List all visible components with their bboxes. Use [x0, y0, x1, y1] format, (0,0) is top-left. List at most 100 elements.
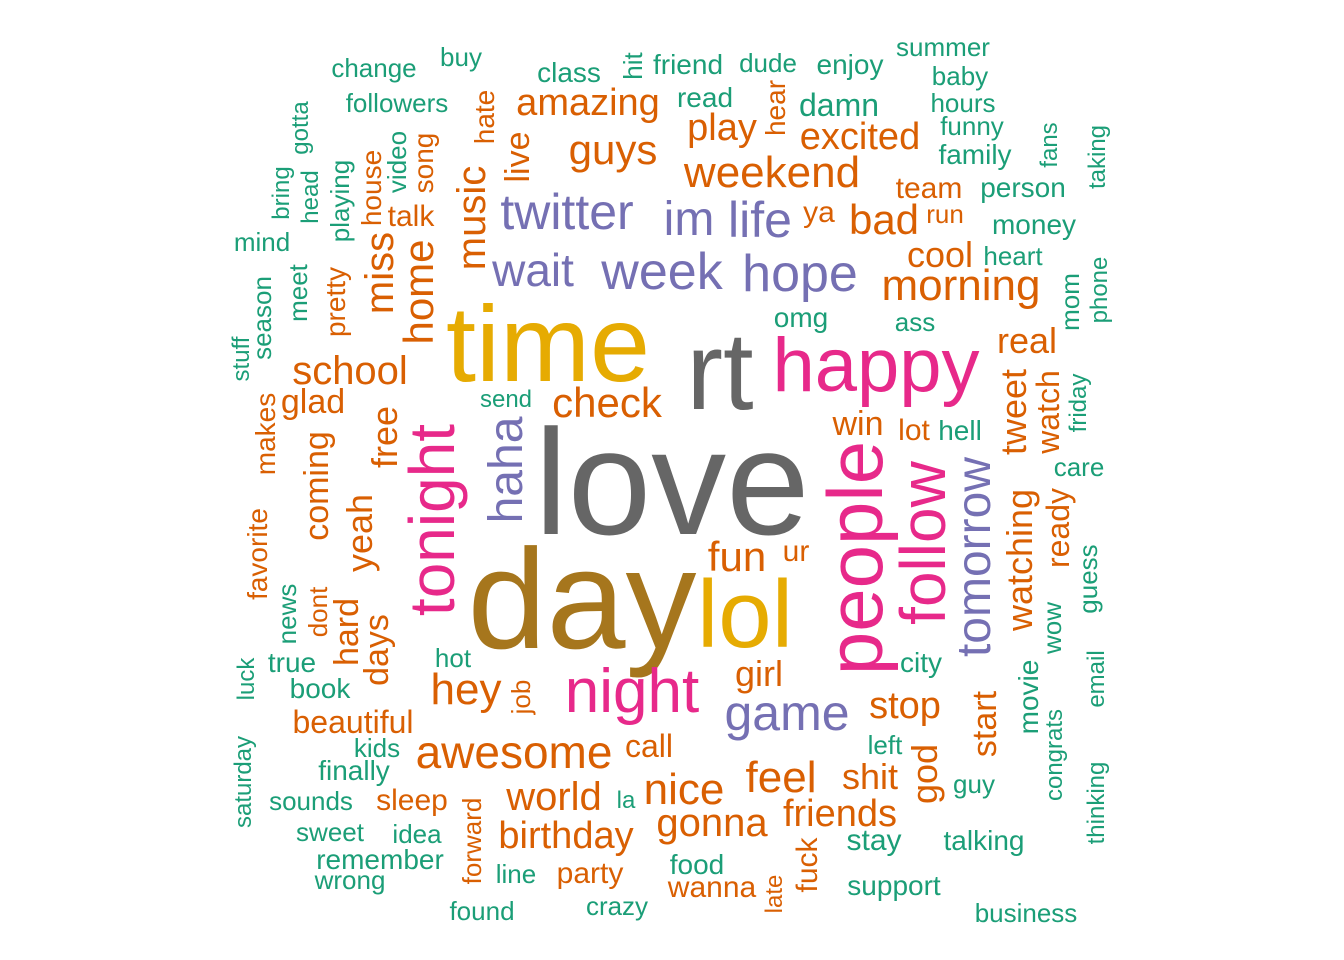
- word-ass: ass: [894, 307, 936, 337]
- word-lol: lol: [696, 561, 794, 668]
- word-hit: hit: [618, 52, 648, 80]
- word-awesome: awesome: [415, 726, 613, 778]
- word-sweet: sweet: [296, 817, 364, 847]
- word-hear: hear: [760, 79, 791, 137]
- word-wow: wow: [1037, 601, 1067, 655]
- word-talking: talking: [943, 825, 1025, 856]
- word-time: time: [445, 283, 651, 404]
- word-finally: finally: [318, 755, 390, 786]
- word-dont: dont: [303, 586, 333, 638]
- word-read: read: [676, 82, 734, 113]
- word-ya: ya: [803, 196, 835, 229]
- word-rt: rt: [686, 310, 754, 433]
- word-stay: stay: [846, 824, 902, 857]
- word-news: news: [272, 583, 302, 645]
- word-thinking: thinking: [1083, 761, 1110, 845]
- word-tomorrow: tomorrow: [948, 456, 1001, 658]
- word-hate: hate: [469, 89, 500, 145]
- word-shit: shit: [841, 756, 899, 797]
- word-fuck: fuck: [791, 837, 824, 893]
- word-class: class: [537, 57, 601, 88]
- word-watch: watch: [1030, 370, 1066, 454]
- word-people: people: [811, 440, 899, 676]
- word-mom: mom: [1055, 273, 1085, 331]
- word-head: head: [297, 170, 324, 224]
- word-crazy: crazy: [585, 891, 649, 921]
- word-hard: hard: [328, 597, 366, 667]
- word-phone: phone: [1086, 256, 1113, 324]
- word-cool: cool: [906, 234, 974, 275]
- word-remember: remember: [316, 844, 444, 875]
- word-bring: bring: [268, 166, 295, 220]
- word-im: im: [663, 193, 715, 246]
- word-wanna: wanna: [667, 871, 757, 904]
- word-birthday: birthday: [498, 815, 634, 857]
- word-watching: watching: [999, 488, 1040, 632]
- word-buy: buy: [440, 42, 482, 72]
- word-meet: meet: [283, 264, 313, 322]
- word-song: song: [408, 132, 439, 194]
- word-job: job: [506, 679, 536, 715]
- word-game: game: [724, 685, 850, 741]
- word-girl: girl: [734, 653, 784, 694]
- word-found: found: [449, 896, 515, 926]
- word-saturday: saturday: [230, 735, 257, 829]
- word-heart: heart: [983, 241, 1043, 271]
- word-gonna: gonna: [656, 801, 768, 845]
- word-talk: talk: [387, 200, 435, 233]
- word-music: music: [450, 165, 494, 271]
- word-mind: mind: [233, 227, 291, 257]
- word-hot: hot: [434, 643, 472, 673]
- word-idea: idea: [392, 819, 442, 849]
- word-summer: summer: [896, 32, 990, 62]
- word-party: party: [556, 857, 624, 890]
- word-stop: stop: [869, 685, 941, 727]
- word-person: person: [980, 172, 1066, 203]
- word-friends: friends: [782, 793, 898, 835]
- word-video: video: [382, 130, 412, 194]
- word-tweet: tweet: [993, 368, 1034, 456]
- word-kids: kids: [353, 733, 401, 763]
- word-coming: coming: [298, 431, 336, 541]
- word-ur: ur: [782, 535, 810, 568]
- word-play: play: [687, 107, 757, 149]
- word-glad: glad: [280, 383, 346, 421]
- word-life: life: [728, 192, 792, 248]
- word-damn: damn: [798, 87, 880, 123]
- word-follow: follow: [887, 461, 959, 625]
- word-support: support: [847, 870, 941, 901]
- word-omg: omg: [773, 302, 829, 333]
- word-hey: hey: [430, 665, 502, 714]
- word-miss: miss: [358, 231, 402, 315]
- word-night: night: [564, 657, 700, 726]
- word-family: family: [938, 139, 1012, 170]
- word-taking: taking: [1084, 124, 1111, 190]
- word-twitter: twitter: [500, 184, 634, 240]
- word-fun: fun: [707, 533, 767, 580]
- word-world: world: [506, 775, 602, 819]
- word-bad: bad: [848, 196, 920, 243]
- word-week: week: [601, 243, 723, 301]
- word-guess: guess: [1073, 544, 1103, 614]
- word-weekend: weekend: [683, 148, 861, 197]
- word-nice: nice: [643, 765, 725, 814]
- word-makes: makes: [250, 392, 281, 476]
- word-check: check: [552, 379, 662, 426]
- word-team: team: [895, 172, 963, 205]
- word-followers: followers: [345, 88, 449, 118]
- word-hope: hope: [742, 245, 858, 303]
- word-food: food: [669, 849, 725, 880]
- word-change: change: [331, 53, 417, 83]
- word-god: god: [904, 743, 945, 805]
- word-win: win: [832, 405, 884, 443]
- word-morning: morning: [881, 261, 1041, 310]
- word-fans: fans: [1036, 122, 1063, 168]
- word-ready: ready: [1040, 487, 1076, 569]
- word-yeah: yeah: [339, 493, 380, 573]
- word-guy: guy: [953, 769, 995, 799]
- word-home: home: [395, 239, 442, 345]
- word-school: school: [292, 349, 408, 393]
- word-stuff: stuff: [228, 336, 255, 382]
- word-gotta: gotta: [287, 101, 314, 155]
- word-pretty: pretty: [320, 266, 351, 338]
